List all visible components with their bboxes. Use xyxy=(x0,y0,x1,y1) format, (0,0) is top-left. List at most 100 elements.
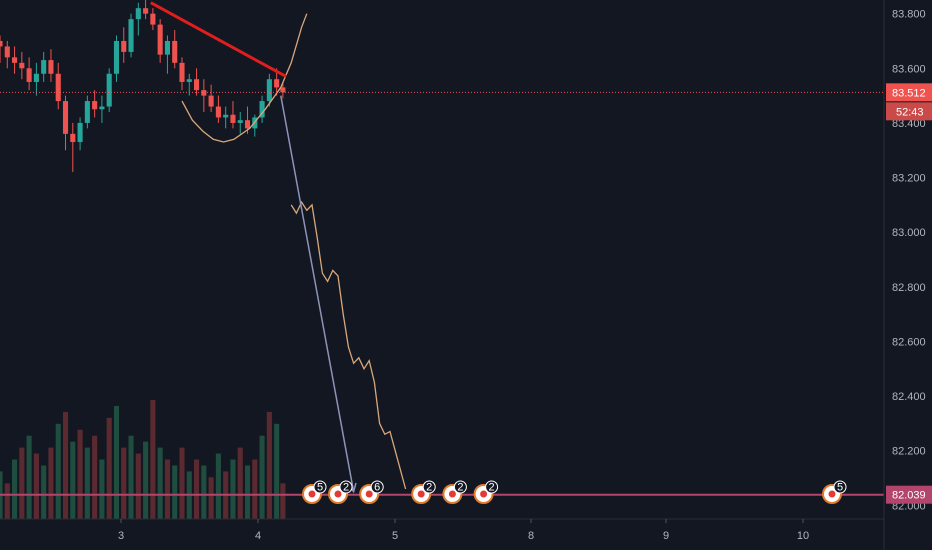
candle-body xyxy=(186,79,192,82)
candle-body xyxy=(41,60,47,74)
candle xyxy=(128,13,134,58)
candle xyxy=(41,51,47,82)
volume-bar xyxy=(4,483,10,519)
candle-body xyxy=(4,46,10,58)
trendline[interactable] xyxy=(150,1,287,78)
candle xyxy=(157,19,163,63)
event-count-bubble xyxy=(422,480,436,494)
volume-bar xyxy=(280,483,286,519)
x-tick-label: 3 xyxy=(118,530,124,542)
candle-body xyxy=(266,79,272,102)
volume-bar xyxy=(62,411,69,519)
x-tick-label: 5 xyxy=(392,530,398,542)
candle-body xyxy=(99,106,105,110)
candle-body xyxy=(0,40,3,47)
event-badge[interactable]: 2 xyxy=(328,480,353,504)
candle-body xyxy=(280,87,286,93)
flag-icon xyxy=(308,490,316,498)
y-tick-label: 83.600 xyxy=(892,63,926,75)
price-axis[interactable]: 83.800 83.600 83.400 83.200 83.000 82.800 82.6… xyxy=(892,9,926,513)
flag-icon xyxy=(334,490,342,498)
projection-path-drawing[interactable] xyxy=(290,200,407,490)
target-price-label-bg xyxy=(886,485,932,504)
candle-body xyxy=(157,24,163,55)
flag-icon xyxy=(828,490,836,498)
volume-bar xyxy=(19,447,25,519)
volume-bar xyxy=(12,459,18,519)
volume-bar xyxy=(172,465,178,519)
x-tick-label: 4 xyxy=(255,530,261,542)
candle xyxy=(48,49,54,82)
event-count: 2 xyxy=(426,482,432,494)
y-tick-label: 83.400 xyxy=(892,118,926,130)
volume-bar xyxy=(194,459,200,519)
candle xyxy=(135,2,141,36)
event-count-bubble xyxy=(453,480,467,494)
candle xyxy=(164,35,170,74)
event-badge[interactable]: 6 xyxy=(359,480,384,504)
volume-bar xyxy=(179,447,185,519)
candle xyxy=(215,95,221,123)
event-count: 2 xyxy=(343,482,349,494)
event-badge[interactable]: 2 xyxy=(442,480,467,504)
candle-body xyxy=(48,60,54,74)
time-axis[interactable]: 3 4 5 8 9 10 xyxy=(118,519,809,542)
candle-body xyxy=(150,13,156,25)
x-tick-label: 9 xyxy=(663,530,669,542)
candle xyxy=(259,95,265,123)
countdown-label: 52:43 xyxy=(896,106,924,118)
event-count: 2 xyxy=(457,482,463,494)
candle xyxy=(172,30,178,69)
candle xyxy=(0,35,3,63)
candle xyxy=(106,68,112,112)
event-badge[interactable]: 2 xyxy=(473,480,499,504)
candle-body xyxy=(92,101,98,110)
y-tick-label: 82.400 xyxy=(892,391,926,403)
volume-bar xyxy=(215,453,221,519)
candle xyxy=(237,111,243,134)
candle-body xyxy=(77,122,83,143)
volume-bar xyxy=(143,441,149,519)
y-tick-label: 83.000 xyxy=(892,227,926,239)
volume-bar xyxy=(266,411,272,519)
x-tick-label: 8 xyxy=(528,530,534,542)
target-price-label: 82.039 xyxy=(892,490,926,502)
candle-body xyxy=(135,8,141,20)
candle-body xyxy=(172,40,178,63)
volume-bar xyxy=(237,447,243,519)
event-badge[interactable]: 5 xyxy=(302,480,327,504)
volume-bar xyxy=(230,459,236,519)
volume-bar xyxy=(92,435,98,519)
candle-body xyxy=(121,40,127,52)
y-tick-label: 83.800 xyxy=(892,9,926,21)
candle xyxy=(84,95,90,129)
price-lines xyxy=(0,91,884,496)
candle-body xyxy=(19,62,25,69)
flag-icon xyxy=(417,490,425,498)
candle-body xyxy=(201,90,207,96)
cup-curve-drawing[interactable] xyxy=(181,13,308,143)
y-tick-label: 82.200 xyxy=(892,446,926,458)
candle xyxy=(266,73,272,107)
candle xyxy=(70,122,76,173)
candle xyxy=(280,81,286,99)
volume-bar xyxy=(41,465,47,519)
event-count-bubble xyxy=(339,480,353,494)
event-badge[interactable]: 5 xyxy=(822,480,847,504)
candle xyxy=(12,46,18,74)
arrow-drawing[interactable] xyxy=(280,95,355,492)
drawing-layer[interactable] xyxy=(150,1,407,494)
candle-body xyxy=(179,62,185,82)
candle-body xyxy=(215,106,221,118)
candle-body xyxy=(164,40,170,55)
candle-body xyxy=(62,101,69,134)
candle xyxy=(113,35,120,82)
event-count: 2 xyxy=(489,482,495,494)
event-badges[interactable]: 5 2 6 2 2 2 5 xyxy=(302,480,847,504)
candle xyxy=(143,0,149,20)
event-badge[interactable]: 2 xyxy=(411,480,436,504)
flag-icon xyxy=(480,490,488,498)
volume-bar xyxy=(252,459,258,519)
candle-body xyxy=(274,79,280,88)
